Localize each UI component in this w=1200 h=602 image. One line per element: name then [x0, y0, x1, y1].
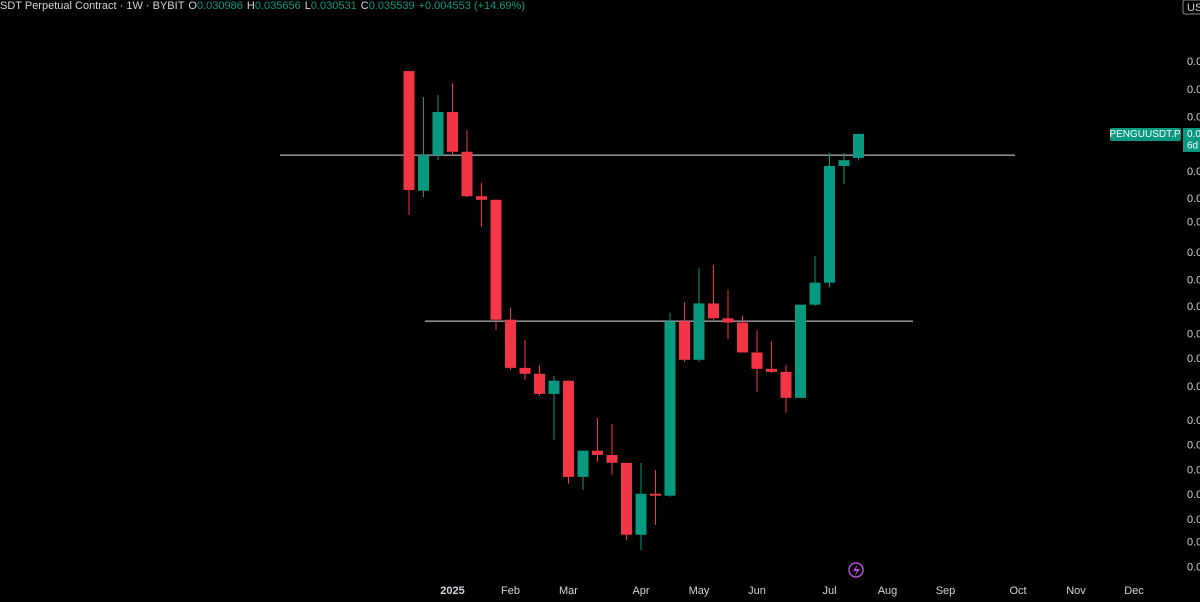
y-tick-label: 0.0 [1187, 562, 1200, 574]
value: 0.030531 [310, 0, 357, 12]
candle-body [606, 454, 618, 463]
x-tick-label: Feb [501, 585, 520, 597]
value: 0.035656 [254, 0, 301, 12]
value: 0.035539 [368, 0, 415, 12]
candle-body [534, 373, 545, 394]
candle-body [679, 321, 690, 360]
y-tick-label: 0.0 [1187, 489, 1200, 501]
label: C [360, 0, 369, 12]
candle-body [418, 155, 429, 191]
x-tick-label: Jun [748, 585, 766, 597]
y-tick-label: 0.0 [1187, 381, 1200, 393]
ohlc-high: H0.035656 [247, 0, 301, 14]
x-tick-label: Sep [936, 585, 956, 597]
symbol-title: SDT Perpetual Contract · 1W · BYBIT [0, 0, 185, 12]
candle-body [461, 151, 473, 197]
x-tick-label: Apr [632, 585, 649, 597]
candle-body [548, 380, 560, 394]
value: 0.030986 [196, 0, 243, 12]
y-tick-label: 0.0 [1187, 328, 1200, 340]
candle-body [621, 462, 632, 535]
label: H [246, 0, 255, 12]
candle-body [635, 493, 647, 535]
x-tick-label: Jul [822, 585, 836, 597]
candle-body [824, 165, 835, 283]
candle-body [476, 196, 487, 200]
y-tick-label: 0.0 [1187, 112, 1200, 124]
y-tick-label: 0.0 [1187, 440, 1200, 452]
y-tick-label: 0.0 [1187, 247, 1200, 259]
price-label: 0.0 [1187, 129, 1200, 140]
candle-body [403, 71, 415, 191]
legend-header: SDT Perpetual Contract · 1W · BYBIT O0.0… [0, 0, 525, 14]
ohlc-close: C0.035539 [361, 0, 415, 14]
candle-body [751, 352, 763, 369]
candle-body [795, 304, 806, 398]
x-tick-label: Aug [878, 585, 898, 597]
candle-body [650, 493, 661, 496]
candle-body [838, 160, 850, 166]
candle-body [490, 199, 502, 320]
candle-body [722, 318, 734, 323]
x-tick-label: Mar [559, 585, 578, 597]
symbol-label: PENGUUSDT.P [1109, 129, 1180, 140]
label: O [188, 0, 197, 12]
ohlc-low: L0.030531 [305, 0, 357, 14]
label: L [304, 0, 311, 12]
y-tick-label: 0.0 [1187, 84, 1200, 96]
symbol-label-box [1110, 127, 1181, 141]
y-tick-label: 0.0 [1187, 353, 1200, 365]
x-tick-label: Oct [1009, 585, 1026, 597]
x-tick-label: 2025 [440, 585, 464, 597]
candle-body [447, 111, 458, 152]
countdown-label: 6d [1187, 141, 1198, 152]
currency-box[interactable] [1182, 0, 1200, 15]
y-tick-label: 0.0 [1187, 465, 1200, 477]
y-tick-label: 0.0 [1187, 166, 1200, 178]
candle-body [853, 133, 864, 158]
candle-body [708, 303, 719, 319]
y-tick-label: 0.0 [1187, 193, 1200, 205]
price-label-box [1183, 127, 1200, 152]
candle-body [809, 282, 821, 305]
ohlc-open: O0.030986 [188, 0, 242, 14]
candle-body [519, 367, 531, 374]
candle-body [577, 450, 589, 477]
candle-body [664, 321, 676, 496]
y-tick-label: 0.0 [1187, 301, 1200, 313]
y-tick-label: 0.0 [1187, 274, 1200, 286]
candle-body [592, 450, 603, 455]
candle-body [432, 111, 444, 156]
candle-body [563, 380, 574, 477]
candle-body [505, 319, 516, 368]
currency-label: US [1187, 2, 1200, 14]
x-tick-label: Nov [1066, 585, 1086, 597]
y-tick-label: 0.0 [1187, 217, 1200, 229]
candle-body [766, 368, 777, 372]
y-tick-label: 0.0 [1187, 514, 1200, 526]
y-tick-label: 0.0 [1187, 415, 1200, 427]
candle-body [780, 371, 792, 398]
candle-body [693, 303, 705, 360]
x-tick-label: May [689, 585, 710, 597]
y-tick-label: 0.0 [1187, 56, 1200, 68]
y-tick-label: 0.0 [1187, 537, 1200, 549]
candle-body [737, 322, 748, 353]
change: +0.004553 (+14.69%) [418, 0, 525, 12]
x-tick-label: Dec [1124, 585, 1144, 597]
lightning-icon[interactable] [848, 562, 864, 578]
